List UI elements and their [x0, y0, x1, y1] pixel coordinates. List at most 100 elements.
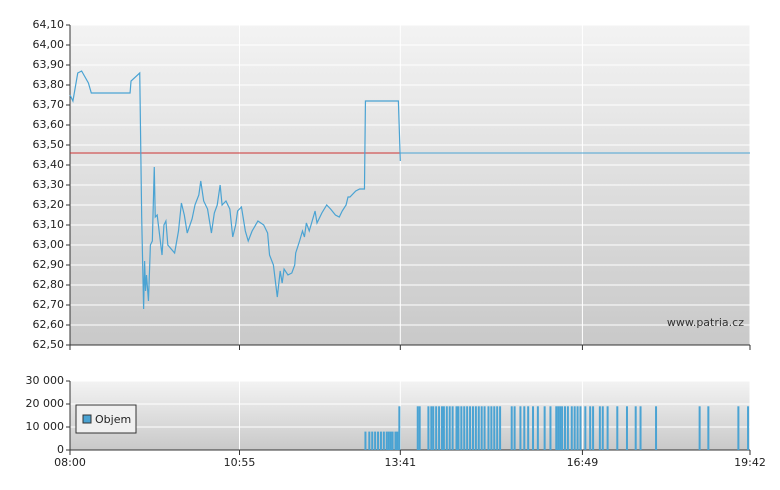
volume-bar	[523, 406, 526, 450]
y-tick-label: 63,90	[33, 58, 65, 71]
volume-bar	[385, 431, 388, 450]
y-tick-label: 64,10	[33, 18, 65, 31]
volume-bar	[448, 406, 451, 450]
volume-bar	[463, 406, 466, 450]
y-tick-label: 0	[57, 443, 64, 456]
volume-bar	[493, 406, 496, 450]
legend-label: Objem	[95, 413, 131, 426]
volume-bar	[592, 406, 595, 450]
y-tick-label: 63,10	[33, 218, 65, 231]
volume-bar	[430, 406, 433, 450]
volume-bar	[573, 406, 576, 450]
volume-bar	[543, 406, 546, 450]
volume-bar	[377, 431, 380, 450]
volume-bar	[496, 406, 499, 450]
volume-bar	[471, 406, 474, 450]
volume-bar	[396, 431, 399, 450]
volume-bar	[563, 406, 566, 450]
volume-bar	[418, 406, 421, 450]
volume-bar	[616, 406, 619, 450]
volume-bar	[487, 406, 490, 450]
y-tick-label: 10 000	[26, 420, 65, 433]
y-tick-label: 63,20	[33, 198, 65, 211]
volume-bar	[747, 406, 750, 450]
volume-bar	[606, 406, 609, 450]
volume-bar	[469, 406, 472, 450]
volume-bar	[477, 406, 480, 450]
y-tick-label: 63,80	[33, 78, 65, 91]
volume-bar	[382, 431, 385, 450]
volume-bar	[584, 406, 587, 450]
volume-bar	[435, 406, 438, 450]
volume-bar	[598, 406, 601, 450]
volume-bar	[374, 431, 377, 450]
volume-bar	[655, 406, 658, 450]
volume-bar	[555, 406, 558, 450]
y-tick-label: 63,70	[33, 98, 65, 111]
x-tick-label: 16:49	[567, 456, 599, 469]
volume-bar	[427, 406, 430, 450]
volume-bar	[601, 406, 604, 450]
volume-bar	[391, 431, 394, 450]
volume-bar	[474, 406, 477, 450]
volume-bar	[527, 406, 530, 450]
y-tick-label: 63,30	[33, 178, 65, 191]
volume-bar	[519, 406, 522, 450]
volume-bar	[387, 431, 390, 450]
y-tick-label: 30 000	[26, 374, 65, 387]
x-tick-label: 13:41	[384, 456, 416, 469]
volume-bar	[389, 431, 392, 450]
x-tick-label: 19:42	[734, 456, 766, 469]
volume-bar	[536, 406, 539, 450]
volume-bar	[442, 406, 445, 450]
y-tick-label: 62,70	[33, 298, 65, 311]
volume-bar	[416, 406, 419, 450]
y-tick-label: 64,00	[33, 38, 65, 51]
volume-bar	[579, 406, 582, 450]
volume-bar	[707, 406, 710, 450]
y-tick-label: 63,00	[33, 238, 65, 251]
y-tick-label: 20 000	[26, 397, 65, 410]
volume-bar	[737, 406, 740, 450]
volume-bar	[549, 406, 552, 450]
volume-bar	[379, 431, 382, 450]
volume-bar	[557, 406, 560, 450]
y-tick-label: 62,80	[33, 278, 65, 291]
volume-bar	[589, 406, 592, 450]
price-line	[69, 70, 401, 310]
y-tick-label: 63,50	[33, 138, 65, 151]
volume-bar	[371, 431, 374, 450]
volume-bar	[559, 406, 562, 450]
volume-bar	[364, 431, 367, 450]
volume-bar	[639, 406, 642, 450]
volume-bar	[566, 406, 569, 450]
y-tick-label: 63,40	[33, 158, 65, 171]
volume-bar	[561, 406, 564, 450]
volume-bar	[445, 406, 448, 450]
volume-bar	[510, 406, 513, 450]
volume-bar	[480, 406, 483, 450]
plot-background	[70, 381, 750, 450]
volume-bar	[532, 406, 535, 450]
y-tick-label: 63,60	[33, 118, 65, 131]
y-tick-label: 62,50	[33, 338, 65, 351]
volume-bar	[513, 406, 516, 450]
y-tick-label: 62,90	[33, 258, 65, 271]
volume-bar	[368, 431, 371, 450]
volume-bar	[483, 406, 486, 450]
volume-bar	[499, 406, 502, 450]
x-tick-label: 08:00	[54, 456, 86, 469]
volume-bar	[432, 406, 435, 450]
volume-bar	[634, 406, 637, 450]
volume-bar	[570, 406, 573, 450]
y-tick-label: 62,60	[33, 318, 65, 331]
volume-bar	[394, 431, 397, 450]
volume-bar	[438, 406, 441, 450]
volume-bar	[460, 406, 463, 450]
volume-bar	[490, 406, 493, 450]
x-tick-label: 10:55	[224, 456, 256, 469]
volume-bar	[576, 406, 579, 450]
volume-bar	[451, 406, 454, 450]
volume-bar	[625, 406, 628, 450]
